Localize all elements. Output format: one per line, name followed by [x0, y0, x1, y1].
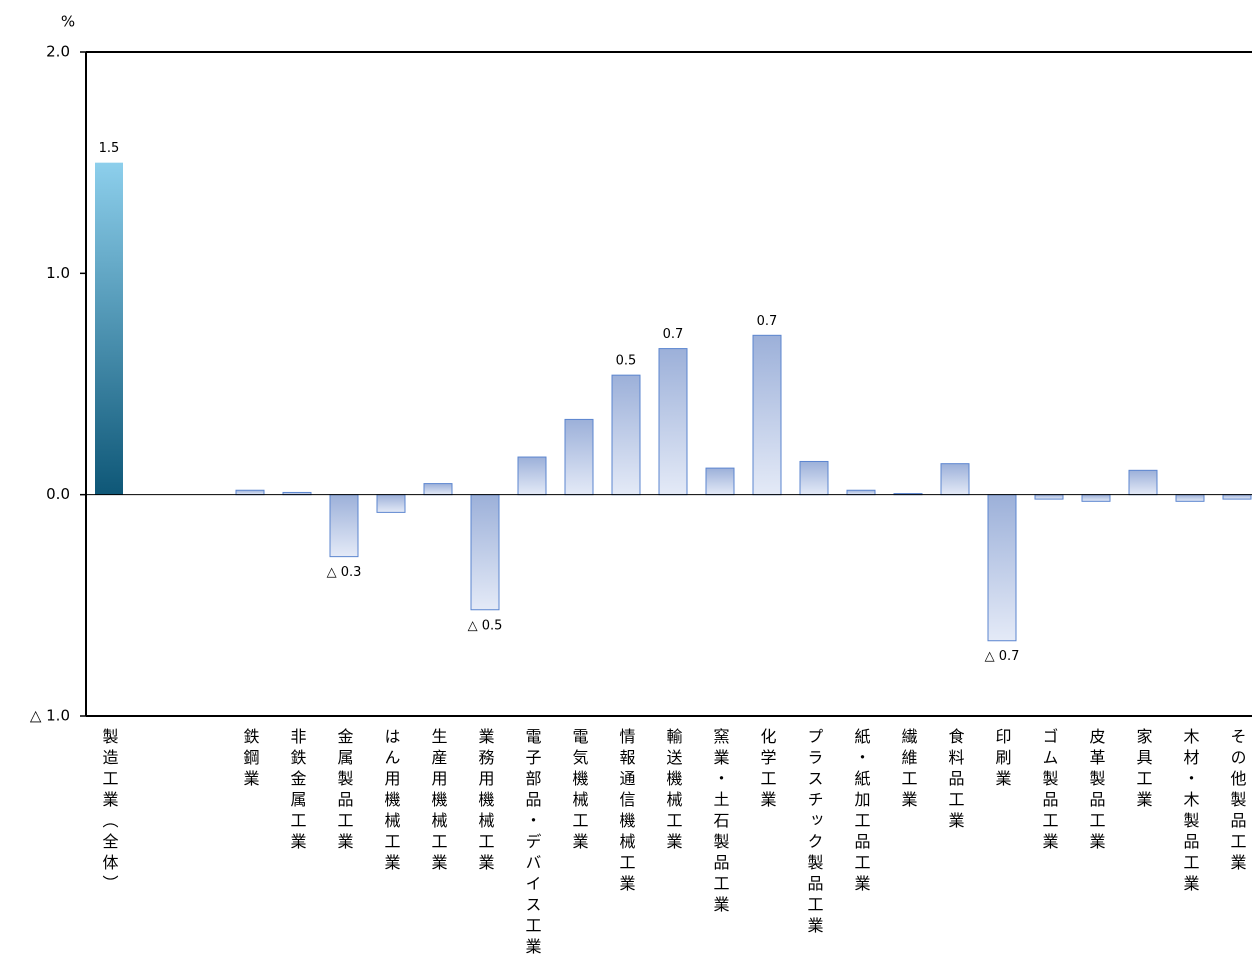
bar: [752, 334, 782, 496]
y-unit: %: [61, 13, 75, 31]
x-tick-label: 非鉄金属工業: [288, 728, 307, 854]
x-tick-label: 電子部品・デバイス工業: [523, 728, 542, 959]
x-tick-label: ゴム製品工業: [1040, 728, 1059, 854]
bar: [1128, 469, 1158, 496]
value-label: 0.5: [616, 354, 637, 369]
bar: [940, 463, 970, 496]
x-tick-label: はん用機械工業: [382, 728, 401, 875]
x-tick-label: 木材・木製品工業: [1181, 728, 1200, 896]
y-tick-label: 2.0: [46, 43, 70, 61]
bar: [1222, 494, 1252, 500]
x-tick-label: 窯業・土石製品工業: [711, 728, 730, 917]
bar: [658, 348, 688, 496]
x-tick-label: 繊維工業: [899, 728, 918, 812]
bar: [1034, 494, 1064, 500]
x-tick-label: 紙・紙加工品工業: [852, 728, 871, 896]
value-label: △ 0.3: [327, 565, 362, 580]
x-tick-label: 業務用機械工業: [476, 728, 495, 875]
bar: [846, 489, 876, 496]
bar: [987, 494, 1017, 642]
x-tick-label: 家具工業: [1134, 728, 1153, 812]
bar: [564, 418, 594, 496]
value-label: △ 0.5: [468, 618, 503, 633]
bar: [470, 494, 500, 611]
bar: [1081, 494, 1111, 502]
bar: [705, 467, 735, 496]
bar: [1175, 494, 1205, 502]
bar: [423, 483, 453, 496]
bar: [235, 489, 265, 496]
x-tick-label: 鉄鋼業: [241, 728, 260, 791]
x-tick-label: 製造工業（全体）: [100, 728, 119, 896]
x-tick-label: 金属製品工業: [335, 728, 354, 854]
bar: [329, 494, 359, 558]
x-tick-label: 情報通信機械工業: [617, 728, 636, 896]
x-tick-label: プラスチック製品工業: [805, 728, 824, 938]
value-label: 0.7: [757, 314, 778, 329]
value-label: △ 0.7: [985, 649, 1020, 664]
y-tick-label: 1.0: [46, 264, 70, 282]
x-tick-label: 皮革製品工業: [1087, 728, 1106, 854]
x-tick-label: 食料品工業: [946, 728, 965, 833]
bar: [799, 460, 829, 496]
bar: [611, 374, 641, 496]
value-label: 1.5: [99, 141, 120, 156]
x-tick-label: 化学工業: [758, 728, 777, 812]
x-tick-label: 電気機械工業: [570, 728, 589, 854]
bar: [376, 494, 406, 513]
bar: [517, 456, 547, 496]
y-tick-label: △ 1.0: [30, 707, 70, 725]
bar: [95, 162, 123, 495]
y-tick-label: 0.0: [46, 485, 70, 503]
x-tick-label: 輸送機械工業: [664, 728, 683, 854]
x-tick-label: 生産用機械工業: [429, 728, 448, 875]
x-tick-label: その他製品工業: [1228, 728, 1247, 875]
x-tick-label: 印刷業: [993, 728, 1012, 791]
value-label: 0.7: [663, 327, 684, 342]
